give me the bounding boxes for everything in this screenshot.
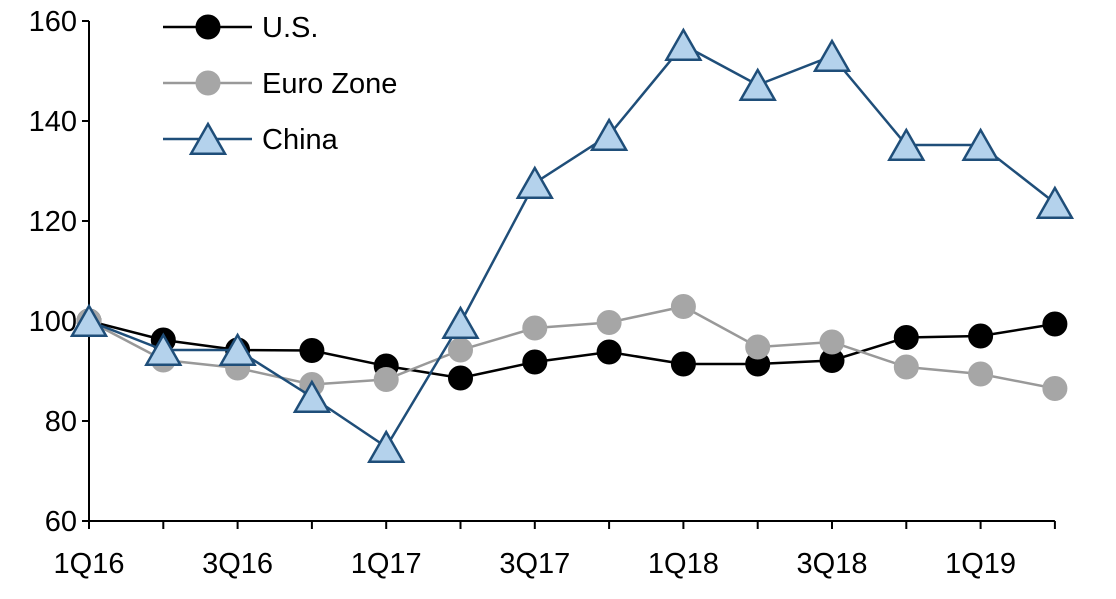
data-point xyxy=(1035,185,1075,219)
legend-label: Euro Zone xyxy=(262,68,397,100)
x-tick-label: 3Q17 xyxy=(499,548,570,580)
data-point xyxy=(812,38,852,72)
data-point xyxy=(596,339,622,365)
data-point xyxy=(144,332,183,366)
x-tick-label: 3Q16 xyxy=(202,548,273,580)
data-point xyxy=(893,354,919,380)
data-point xyxy=(961,127,1000,161)
data-point xyxy=(448,365,473,391)
legend-marker xyxy=(188,121,228,155)
legend-marker xyxy=(195,14,221,40)
series-layer xyxy=(69,27,1075,463)
data-point xyxy=(968,323,994,349)
data-point xyxy=(441,305,480,339)
legend-item: U.S. xyxy=(163,12,318,44)
x-tick-label: 3Q18 xyxy=(797,548,868,580)
data-point xyxy=(968,361,994,387)
data-point xyxy=(292,379,332,413)
legend-label: China xyxy=(262,124,339,156)
data-point xyxy=(515,165,554,199)
axes: 60 80 100 120 140 160 1Q16 3Q16 1Q17 3Q17 1Q18 3Q18… xyxy=(29,6,1056,580)
y-tick-label: 140 xyxy=(29,106,77,138)
data-point xyxy=(69,303,109,337)
y-tick-label: 80 xyxy=(45,406,77,438)
series-line xyxy=(88,43,1056,449)
x-tick-label: 1Q16 xyxy=(54,548,125,580)
data-point xyxy=(670,294,696,319)
x-tick-label: 1Q18 xyxy=(648,548,719,580)
data-point xyxy=(887,127,926,161)
y-tick-label: 160 xyxy=(29,6,77,38)
y-tick-label: 120 xyxy=(29,206,77,238)
data-point xyxy=(819,329,845,355)
series-line xyxy=(88,305,1056,390)
y-tick-label: 60 xyxy=(45,506,77,538)
data-point xyxy=(596,310,622,335)
legend: U.S. Euro Zone China xyxy=(163,12,397,156)
data-point xyxy=(448,337,473,363)
data-point xyxy=(1042,376,1068,401)
data-point xyxy=(664,27,703,61)
data-point xyxy=(218,332,257,366)
x-tick-label: 1Q17 xyxy=(351,548,422,580)
data-point xyxy=(522,315,548,341)
legend-item: China xyxy=(163,121,339,156)
data-point xyxy=(373,367,399,392)
legend-label: U.S. xyxy=(262,12,318,44)
data-point xyxy=(670,351,696,377)
series-china xyxy=(69,27,1075,463)
data-point xyxy=(893,325,919,350)
legend-marker xyxy=(195,70,221,96)
data-point xyxy=(522,349,548,375)
y-tick-label: 100 xyxy=(29,306,77,338)
x-tick-label: 1Q19 xyxy=(945,548,1016,580)
data-point xyxy=(745,334,771,360)
legend-item: Euro Zone xyxy=(163,68,397,100)
data-point xyxy=(299,338,325,363)
data-point xyxy=(1042,311,1068,337)
data-point xyxy=(738,67,777,101)
data-point xyxy=(589,117,629,151)
data-point xyxy=(367,429,406,463)
